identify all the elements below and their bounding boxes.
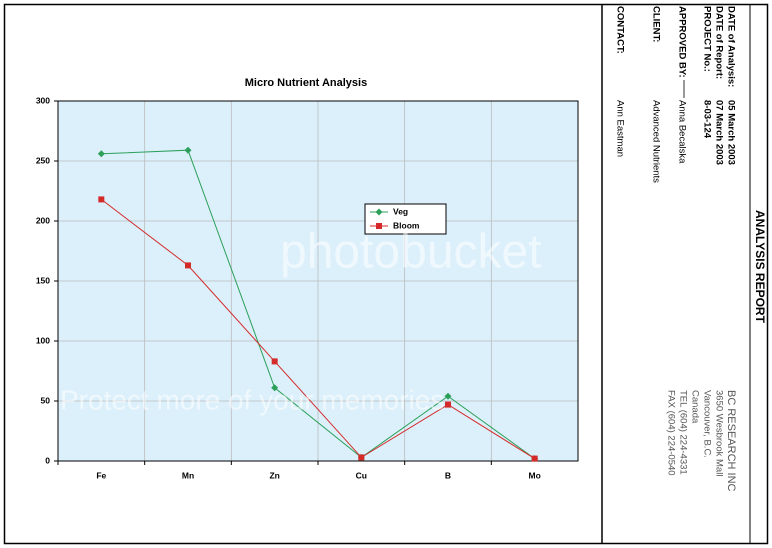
marker: [358, 454, 365, 461]
x-tick-label: Cu: [356, 470, 367, 480]
y-tick-label: 0: [45, 455, 50, 465]
marker: [97, 150, 105, 158]
company-line: 3650 Wesbrook Mall: [713, 390, 724, 476]
chart-title: Micro Nutrient Analysis: [245, 77, 367, 89]
y-tick-label: 150: [36, 275, 50, 285]
marker: [271, 358, 278, 365]
y-tick-label: 300: [36, 95, 50, 105]
report-title: ANALYSIS REPORT: [753, 210, 767, 324]
x-tick-label: Zn: [269, 470, 279, 480]
x-tick-label: Mo: [529, 470, 541, 480]
y-tick-label: 100: [36, 335, 50, 345]
company-line: Vancouver, B.C.: [701, 390, 712, 458]
marker: [98, 196, 105, 203]
marker: [185, 262, 191, 269]
field-label: PROJECT No.:: [701, 6, 712, 72]
y-tick-label: 50: [41, 395, 51, 405]
y-tick-label: 250: [36, 155, 50, 165]
company-line: FAX (604) 224-0540: [665, 390, 676, 476]
marker: [531, 455, 538, 462]
field-label: CONTACT:: [614, 6, 625, 54]
field-value: 8-03-124: [701, 100, 712, 139]
field-value: 05 March 2003: [725, 100, 736, 165]
plot-frame: [57, 100, 579, 462]
field-label: APPROVED BY:: [676, 6, 687, 78]
marker: [445, 401, 451, 408]
company-address: BC RESEARCH INC 3650 Wesbrook Mall Vanco…: [665, 390, 737, 492]
marker: [444, 392, 452, 400]
field-value: Anna Becalska: [676, 100, 687, 164]
watermark-logo: photobucket: [280, 226, 542, 279]
x-tick-label: Mn: [182, 470, 194, 480]
legend-label: Veg: [393, 206, 408, 216]
marker: [271, 384, 279, 392]
field-value: 07 March 2003: [713, 100, 724, 165]
watermark-slogan: Protect more of your memories: [60, 384, 444, 415]
field-label: DATE of Report:: [713, 6, 724, 79]
series-line: [101, 199, 535, 460]
y-tick-label: 200: [36, 215, 50, 225]
company-line: TEL (604) 224-4331: [677, 390, 688, 475]
x-tick-label: Fe: [96, 470, 106, 480]
company-line: BC RESEARCH INC: [725, 390, 737, 492]
report-header: DATE of Analysis: 05 March 2003 DATE of …: [614, 6, 736, 183]
company-line: Canada: [689, 390, 700, 424]
legend-marker: [375, 208, 383, 216]
field-label: DATE of Analysis:: [725, 6, 736, 87]
field-value: Ann Eastman: [614, 100, 625, 157]
chart: Micro Nutrient Analysis 0 50 100 150 200 250 3…: [36, 77, 579, 480]
legend-marker: [376, 223, 382, 229]
legend-label: Bloom: [393, 220, 420, 230]
field-label: CLIENT:: [650, 6, 661, 42]
x-tick-label: B: [445, 470, 451, 480]
series-line: [101, 149, 535, 460]
field-value: Advanced Nutrients: [650, 100, 661, 183]
watermark: photobucket Protect more of your memorie…: [60, 226, 542, 416]
marker: [184, 146, 192, 154]
